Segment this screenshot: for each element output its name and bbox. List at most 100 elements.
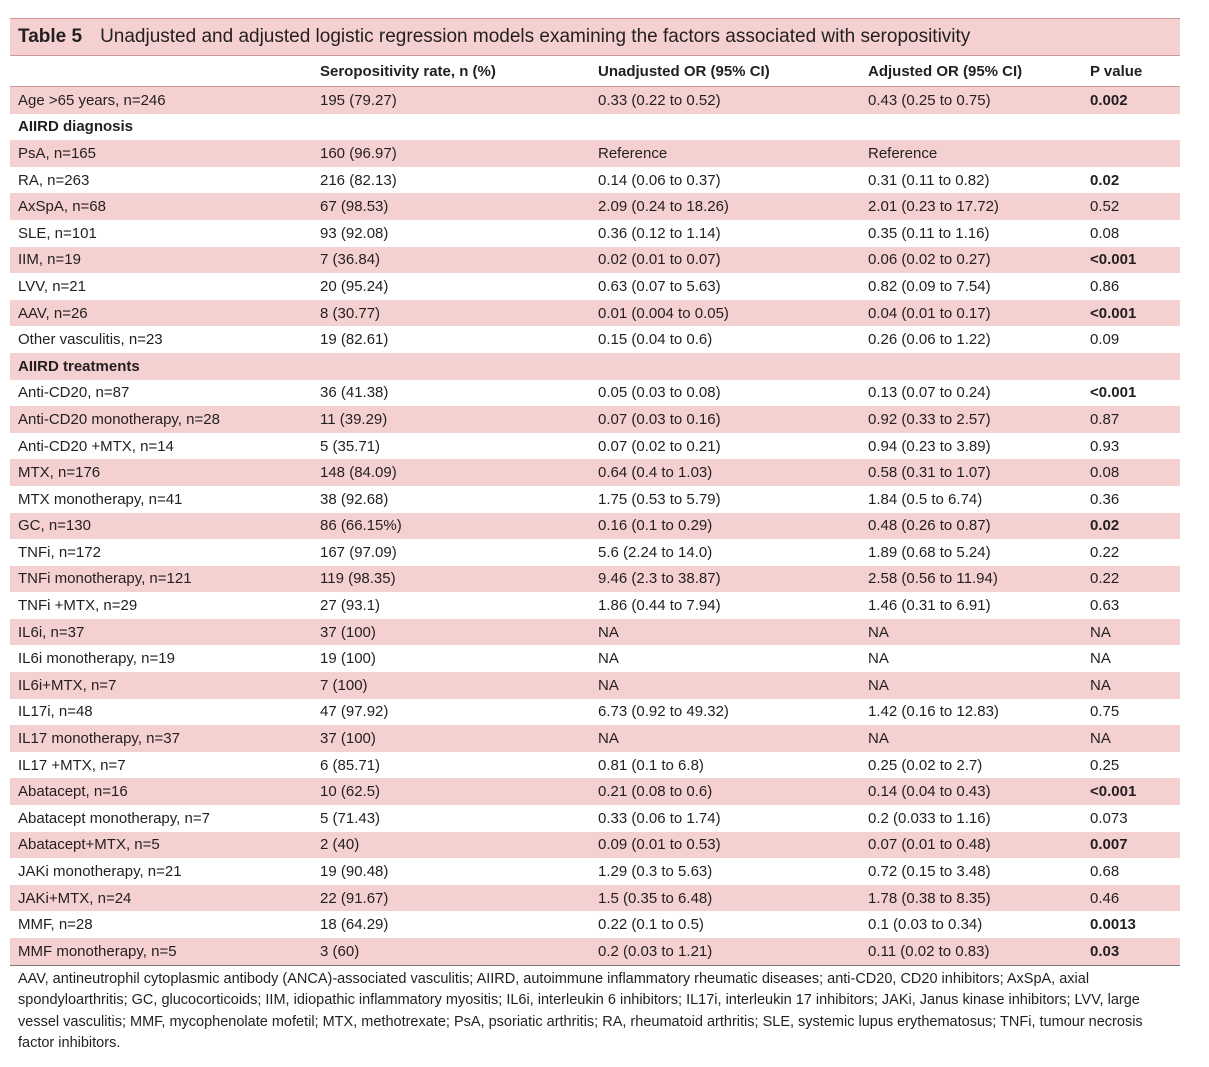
unadjusted-or-cell: NA [590,618,860,646]
unadjusted-or-cell: 0.63 (0.07 to 5.63) [598,277,721,295]
seropositivity-cell: 19 (90.48) [320,863,389,881]
header-factor [10,56,310,87]
seropositivity-cell: 7 (36.84) [310,246,590,274]
table-caption: Table 5 Unadjusted and adjusted logistic… [10,18,1180,56]
adjusted-or-cell: 2.58 (0.56 to 11.94) [860,565,1082,593]
p-value-cell: 0.08 [1082,459,1180,486]
unadjusted-or-cell: 0.01 (0.004 to 0.05) [590,299,860,327]
adjusted-or-cell: 0.43 (0.25 to 0.75) [860,86,1082,114]
p-value-cell: 0.08 [1090,224,1120,242]
table-row: LVV, n=21 20 (95.24) 0.63 (0.07 to 5.63) 0.… [10,273,1180,300]
p-value-cell: 0.007 [1082,831,1180,859]
seropositivity-cell: 216 (82.13) [320,171,397,189]
unadjusted-or-cell: 1.29 (0.3 to 5.63) [598,863,713,881]
factor-cell: MTX, n=176 [10,459,310,486]
table-title: Unadjusted and adjusted logistic regress… [100,26,971,47]
table-row: TNFi, n=172 167 (97.09) 5.6 (2.24 to 14.0… [10,539,1180,566]
unadjusted-or-cell: NA [590,725,860,752]
seropositivity-cell: 93 (92.08) [320,224,389,242]
unadjusted-or-cell: 0.33 (0.22 to 0.52) [590,86,860,114]
header-adjusted-or: Adjusted OR (95% CI) [860,56,1082,87]
table-row: TNFi +MTX, n=29 27 (93.1) 1.86 (0.44 to 7.… [10,592,1180,619]
seropositivity-cell: 195 (79.27) [310,86,590,114]
section-row: AIIRD treatments [10,352,1180,380]
p-value-cell: <0.001 [1090,384,1137,402]
table-row: PsA, n=165 160 (96.97) Reference Reference [10,140,1180,167]
unadjusted-or-cell: 0.36 (0.12 to 1.14) [598,224,721,242]
table-body: Age >65 years, n=246 195 (79.27) 0.33 (0.2… [10,86,1180,966]
adjusted-or-cell: 0.04 (0.01 to 0.17) [860,299,1082,327]
unadjusted-or-cell: 9.46 (2.3 to 38.87) [590,565,860,593]
header-seropositivity: Seropositivity rate, n (%) [310,56,590,87]
factor-cell: MTX monotherapy, n=41 [18,490,183,508]
adjusted-or-cell: 0.07 (0.01 to 0.48) [860,831,1082,859]
adjusted-or-cell: 0.72 (0.15 to 3.48) [868,863,991,881]
seropositivity-cell: 5 (71.43) [320,809,381,827]
adjusted-or-cell: 1.42 (0.16 to 12.83) [868,703,999,721]
seropositivity-cell: 160 (96.97) [310,140,590,167]
table-row: TNFi monotherapy, n=121 119 (98.35) 9.46 (… [10,565,1180,593]
p-value-cell: <0.001 [1082,778,1180,806]
table-row: IL17 +MTX, n=7 6 (85.71) 0.81 (0.1 to 6.8)… [10,752,1180,779]
adjusted-or-cell [860,352,1082,380]
unadjusted-or-cell: 1.75 (0.53 to 5.79) [598,490,721,508]
table-row: MMF monotherapy, n=5 3 (60) 0.2 (0.03 to … [10,938,1180,966]
seropositivity-cell: 86 (66.15%) [310,512,590,540]
adjusted-or-cell: 0.2 (0.033 to 1.16) [868,809,991,827]
unadjusted-or-cell: 0.21 (0.08 to 0.6) [590,778,860,806]
adjusted-or-cell: 0.26 (0.06 to 1.22) [868,331,991,349]
factor-cell: JAKi+MTX, n=24 [10,884,310,912]
seropositivity-cell: 148 (84.09) [310,459,590,486]
unadjusted-or-cell: Reference [590,140,860,167]
seropositivity-cell: 22 (91.67) [310,884,590,912]
unadjusted-or-cell: 0.09 (0.01 to 0.53) [590,831,860,859]
table-row: Anti-CD20, n=87 36 (41.38) 0.05 (0.03 to 0… [10,380,1180,407]
adjusted-or-cell: 2.01 (0.23 to 17.72) [860,193,1082,220]
table-row: GC, n=130 86 (66.15%) 0.16 (0.1 to 0.29) 0.… [10,512,1180,540]
factor-cell: Anti-CD20 +MTX, n=14 [18,437,174,455]
seropositivity-cell: 10 (62.5) [310,778,590,806]
seropositivity-cell: 2 (40) [310,831,590,859]
adjusted-or-cell: NA [860,725,1082,752]
seropositivity-cell: 167 (97.09) [320,543,397,561]
p-value-cell: 0.0013 [1090,916,1136,934]
unadjusted-or-cell: 0.81 (0.1 to 6.8) [598,756,704,774]
factor-cell: MMF monotherapy, n=5 [10,938,310,966]
seropositivity-cell [310,114,590,141]
table-row: RA, n=263 216 (82.13) 0.14 (0.06 to 0.37) 0… [10,167,1180,194]
table-row: MMF, n=28 18 (64.29) 0.22 (0.1 to 0.5) 0.1… [10,911,1180,938]
seropositivity-cell: 20 (95.24) [320,277,389,295]
header-row: Seropositivity rate, n (%) Unadjusted OR… [10,56,1180,87]
p-value-cell: 0.36 [1090,490,1120,508]
factor-cell: GC, n=130 [10,512,310,540]
seropositivity-cell: 7 (100) [310,672,590,699]
unadjusted-or-cell: NA [590,672,860,699]
factor-cell: Age >65 years, n=246 [10,86,310,114]
p-value-cell: 0.87 [1082,406,1180,433]
seropositivity-cell: 37 (100) [310,725,590,752]
table-row: SLE, n=101 93 (92.08) 0.36 (0.12 to 1.14) 0… [10,220,1180,247]
factor-cell: JAKi monotherapy, n=21 [18,863,182,881]
factor-cell: PsA, n=165 [10,140,310,167]
table-footnote: AAV, antineutrophil cytoplasmic antibody… [18,970,1143,1052]
p-value-cell: 0.03 [1082,938,1180,966]
factor-cell: IIM, n=19 [10,246,310,274]
p-value-cell: 0.22 [1082,565,1180,593]
adjusted-or-cell [860,114,1082,141]
factor-cell: IL17 monotherapy, n=37 [10,725,310,752]
table-number: Table 5 [18,26,83,47]
p-value-cell: <0.001 [1082,246,1180,274]
p-value-cell [1082,140,1180,167]
seropositivity-cell: 5 (35.71) [320,437,381,455]
factor-cell: Other vasculitis, n=23 [18,331,163,349]
seropositivity-cell: 119 (98.35) [310,565,590,593]
adjusted-or-cell: 0.25 (0.02 to 2.7) [868,756,983,774]
adjusted-or-cell: 0.82 (0.09 to 7.54) [868,277,991,295]
seropositivity-cell [310,352,590,380]
p-value-cell: 0.52 [1082,193,1180,220]
unadjusted-or-cell: 1.5 (0.35 to 6.48) [590,884,860,912]
seropositivity-cell: 6 (85.71) [320,756,381,774]
table-row: IL6i, n=37 37 (100) NA NA NA [10,618,1180,646]
table-row: AAV, n=26 8 (30.77) 0.01 (0.004 to 0.05) 0.… [10,299,1180,327]
p-value-cell: 0.073 [1090,809,1128,827]
